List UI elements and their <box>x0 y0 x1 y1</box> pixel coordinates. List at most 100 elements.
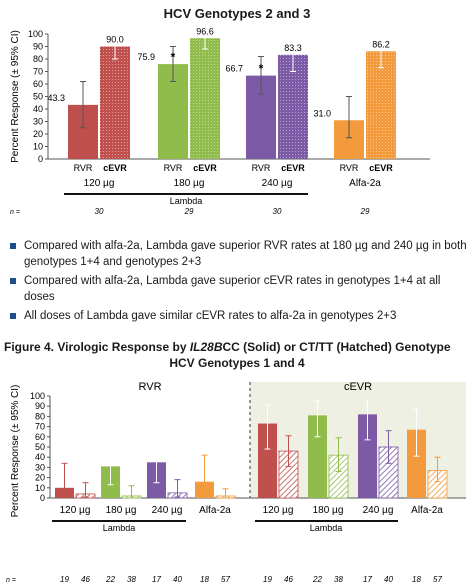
cevr-bar-cc <box>407 429 426 498</box>
lambda-label: Lambda <box>170 196 203 206</box>
figure-title: Figure 4. Virologic Response by IL28BCC … <box>4 340 470 370</box>
cevr-bar-cc <box>358 414 377 498</box>
bar-type-label: RVR <box>340 163 359 173</box>
n-value: 30 <box>95 207 104 216</box>
y-tick-label: 50 <box>35 442 45 452</box>
figure-title-suffix: CC (Solid) or CT/TT (Hatched) Genotype <box>222 340 451 354</box>
n-value: 19 <box>263 575 272 584</box>
cevr-bar-cc <box>258 423 277 498</box>
y-axis-label: Percent Response (± 95% CI) <box>10 385 21 518</box>
y-tick-label: 100 <box>28 29 43 39</box>
group-label: 240 µg <box>262 178 293 189</box>
group-label: 120 µg <box>60 505 91 516</box>
bar-type-label: cEVR <box>103 163 127 173</box>
n-value: 57 <box>221 575 230 584</box>
bar-cevr <box>190 38 220 159</box>
bullet-text: Compared with alfa-2a, Lambda gave super… <box>24 275 441 303</box>
n-value: 40 <box>384 575 393 584</box>
n-value: 17 <box>152 575 161 584</box>
bullet-text: Compared with alfa-2a, Lambda gave super… <box>24 240 467 268</box>
bar-type-label: cEVR <box>281 163 305 173</box>
figure-title-line2: HCV Genotypes 1 and 4 <box>169 356 305 370</box>
bullet-square-icon <box>10 243 16 249</box>
group-label: 120 µg <box>263 505 294 516</box>
n-value: 57 <box>433 575 442 584</box>
data-label: 75.9 <box>137 52 155 62</box>
group-label: 240 µg <box>152 505 183 516</box>
n-value: 22 <box>312 575 322 584</box>
y-axis-label: Percent Response (± 95% CI) <box>10 30 21 163</box>
n-value: 46 <box>284 575 293 584</box>
group-label: 180 µg <box>313 505 344 516</box>
n-value: 29 <box>184 207 194 216</box>
bullet-square-icon <box>10 278 16 284</box>
bullet-square-icon <box>10 313 16 319</box>
y-tick-label: 20 <box>33 129 43 139</box>
n-value: 40 <box>173 575 182 584</box>
y-tick-label: 40 <box>35 452 45 462</box>
chart-top: 0 10 20 30 40 50 60 70 80 90 100 Percent Response (… <box>10 26 430 216</box>
bar-type-label: cEVR <box>193 163 217 173</box>
bar-cevr <box>100 46 130 159</box>
bullet-text: All doses of Lambda gave similar cEVR ra… <box>24 310 397 322</box>
group-label: Alfa-2a <box>349 178 381 189</box>
bullet-item: Compared with alfa-2a, Lambda gave super… <box>8 273 468 305</box>
y-tick-label: 80 <box>35 411 45 421</box>
n-value: 17 <box>363 575 372 584</box>
y-tick-label: 10 <box>35 483 45 493</box>
n-value: 18 <box>200 575 209 584</box>
n-value: 18 <box>412 575 421 584</box>
y-tick-label: 70 <box>35 422 45 432</box>
y-tick-label: 40 <box>33 104 43 114</box>
y-tick-label: 10 <box>33 142 43 152</box>
bullet-item: All doses of Lambda gave similar cEVR ra… <box>8 308 468 324</box>
data-label: 96.6 <box>196 26 214 36</box>
significance-marker: * <box>171 50 176 64</box>
n-prefix: n = <box>6 577 16 584</box>
data-label: 90.0 <box>106 35 124 45</box>
data-label: 43.3 <box>47 93 65 103</box>
lambda-label: Lambda <box>310 523 343 533</box>
y-tick-label: 60 <box>33 79 43 89</box>
n-value: 19 <box>60 575 69 584</box>
significance-marker: * <box>259 62 264 76</box>
group-label: Alfa-2a <box>411 505 443 516</box>
n-value: 38 <box>127 575 136 584</box>
bar-type-label: RVR <box>252 163 271 173</box>
section-label-rvr: RVR <box>138 381 161 393</box>
y-tick-label: 60 <box>35 432 45 442</box>
y-tick-label: 70 <box>33 67 43 77</box>
data-label: 31.0 <box>313 108 331 118</box>
figure-title-prefix: Figure 4. Virologic Response by <box>4 340 190 354</box>
section-label-cevr: cEVR <box>344 381 372 393</box>
y-tick-label: 100 <box>30 391 45 401</box>
group-label: 180 µg <box>106 505 137 516</box>
bullet-item: Compared with alfa-2a, Lambda gave super… <box>8 238 468 270</box>
y-tick-label: 0 <box>40 493 45 503</box>
y-tick-label: 30 <box>33 117 43 127</box>
y-tick-label: 90 <box>35 401 45 411</box>
y-tick-label: 80 <box>33 54 43 64</box>
figure-title-gene: IL28B <box>189 340 223 354</box>
n-value: 30 <box>273 207 282 216</box>
bar-cevr <box>278 54 308 159</box>
bar-type-label: cEVR <box>369 163 393 173</box>
y-tick-label: 30 <box>35 462 45 472</box>
y-tick-label: 0 <box>38 154 43 164</box>
data-label: 66.7 <box>225 64 243 74</box>
bar-type-label: RVR <box>164 163 183 173</box>
n-value: 29 <box>360 207 370 216</box>
y-tick-label: 50 <box>33 92 43 102</box>
n-prefix: n = <box>10 209 20 216</box>
bullet-list: Compared with alfa-2a, Lambda gave super… <box>8 238 468 327</box>
y-tick-label: 20 <box>35 473 45 483</box>
n-value: 22 <box>105 575 115 584</box>
n-value: 38 <box>334 575 343 584</box>
chart-title-top: HCV Genotypes 2 and 3 <box>163 6 311 21</box>
group-label: Alfa-2a <box>199 505 231 516</box>
y-tick-label: 90 <box>33 42 43 52</box>
data-label: 86.2 <box>372 39 390 49</box>
bar-type-label: RVR <box>74 163 93 173</box>
bar-cevr <box>366 51 396 159</box>
